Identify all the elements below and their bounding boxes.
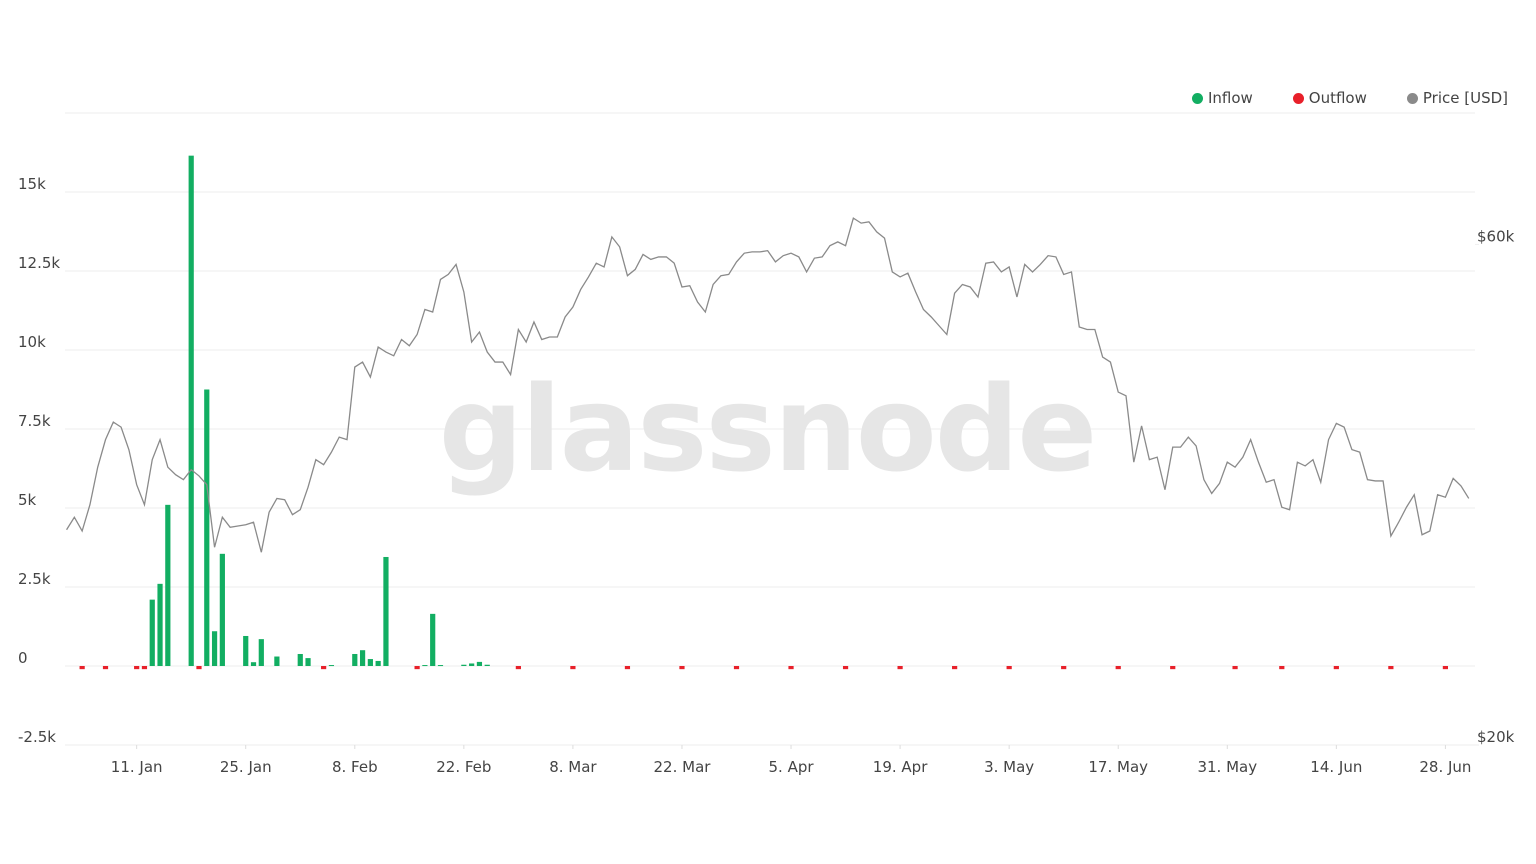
bar	[842, 666, 849, 670]
bar	[897, 666, 903, 670]
bar	[219, 553, 225, 666]
bar	[1170, 666, 1176, 670]
legend-item[interactable]: Price [USD]	[1406, 89, 1508, 107]
bar	[461, 664, 467, 666]
bar	[733, 666, 740, 670]
legend-marker	[1406, 92, 1418, 104]
bar	[383, 556, 389, 666]
bar	[134, 666, 140, 670]
y-tick-label: 12.5k	[18, 254, 60, 272]
y-tick-label: -2.5k	[18, 728, 56, 746]
y2-tick-label: $60k	[1477, 227, 1515, 245]
y-tick-label: 0	[18, 649, 28, 667]
bar	[243, 635, 249, 666]
bar	[1115, 666, 1121, 670]
x-tick-label: 5. Apr	[769, 758, 815, 776]
x-tick-label: 11. Jan	[111, 758, 163, 776]
bar	[305, 658, 311, 666]
bar	[484, 664, 490, 666]
x-tick-label: 19. Apr	[873, 758, 928, 776]
bar	[1279, 666, 1285, 670]
legend-item[interactable]: Inflow	[1191, 89, 1253, 107]
bar	[102, 666, 109, 670]
x-tick-label: 3. May	[984, 758, 1034, 776]
bar	[79, 666, 85, 670]
bar	[196, 666, 202, 670]
bar	[469, 663, 475, 666]
bar	[570, 666, 576, 670]
bar	[1442, 666, 1448, 670]
bar	[165, 504, 171, 666]
x-tick-label: 25. Jan	[220, 758, 272, 776]
y-tick-label: 7.5k	[18, 412, 51, 430]
y2-tick-label: $20k	[1477, 728, 1515, 746]
x-tick-label: 31. May	[1197, 758, 1257, 776]
bar	[204, 389, 210, 666]
bar	[476, 661, 483, 666]
x-tick-label: 22. Feb	[436, 758, 491, 776]
bar	[414, 666, 420, 670]
bar	[321, 666, 327, 670]
bar	[359, 650, 366, 666]
legend-marker	[1191, 92, 1203, 104]
x-tick-label: 8. Feb	[332, 758, 378, 776]
y-tick-label: 15k	[18, 175, 46, 193]
bar	[1232, 666, 1238, 670]
bar	[679, 666, 685, 670]
bar	[157, 583, 163, 666]
bar	[258, 639, 264, 666]
watermark: glassnode	[439, 360, 1096, 498]
x-tick-label: 8. Mar	[549, 758, 597, 776]
x-tick-label: 14. Jun	[1310, 758, 1362, 776]
bar	[188, 155, 194, 666]
bar	[430, 613, 436, 666]
bar	[367, 659, 373, 666]
bar	[352, 653, 358, 666]
y-tick-label: 10k	[18, 333, 46, 351]
bar	[274, 656, 280, 666]
legend-item[interactable]: Outflow	[1292, 89, 1367, 107]
legend-label: Inflow	[1207, 89, 1253, 107]
y-tick-label: 5k	[18, 491, 37, 509]
legend-marker	[1292, 92, 1304, 104]
bar	[1388, 666, 1394, 670]
bar	[250, 662, 257, 666]
bar	[422, 665, 428, 667]
bar	[1333, 666, 1339, 670]
bar	[1006, 666, 1012, 670]
bar	[788, 666, 794, 670]
bar	[141, 666, 148, 670]
legend: Inflow Outflow Price [USD]	[1191, 89, 1508, 107]
bar	[437, 665, 444, 667]
price-line	[66, 217, 1470, 553]
legend-label: Outflow	[1308, 89, 1367, 107]
bar	[211, 631, 218, 666]
bar	[624, 666, 631, 670]
y-tick-label: 2.5k	[18, 570, 51, 588]
x-tick-label: 28. Jun	[1419, 758, 1471, 776]
bar	[952, 666, 958, 670]
legend-label: Price [USD]	[1422, 89, 1508, 107]
bar	[149, 599, 155, 666]
bar	[297, 653, 303, 666]
bar	[328, 665, 335, 667]
bar	[515, 666, 521, 670]
x-tick-label: 22. Mar	[654, 758, 712, 776]
bar	[1061, 666, 1067, 670]
bar	[375, 660, 381, 666]
x-tick-label: 17. May	[1088, 758, 1148, 776]
